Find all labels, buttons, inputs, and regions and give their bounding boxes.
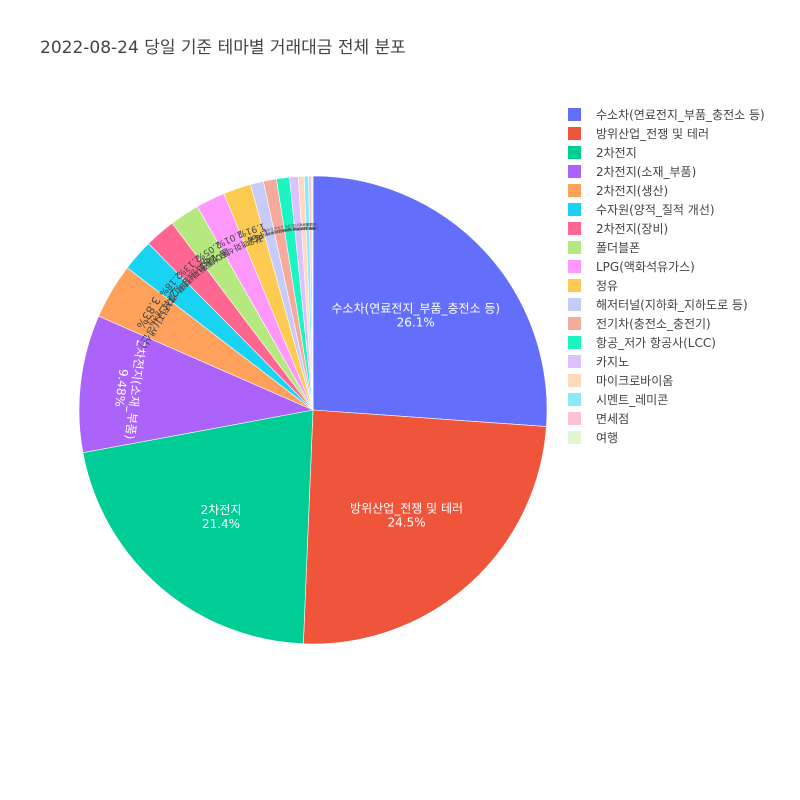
legend-swatch <box>568 355 581 368</box>
legend-label: 여행 <box>596 431 619 445</box>
chart-title: 2022-08-24 당일 기준 테마별 거래대금 전체 분포 <box>40 38 406 58</box>
legend-label: 정유 <box>596 279 619 293</box>
legend-label: 수소차(연료전지_부품_충전소 등) <box>596 108 765 122</box>
legend-label: 방위산업_전쟁 및 테러 <box>596 127 709 141</box>
legend-swatch <box>568 127 581 140</box>
legend-swatch <box>568 260 581 273</box>
legend-swatch <box>568 412 581 425</box>
legend-item[interactable]: 항공_저가 항공사(LCC) <box>568 333 765 352</box>
pie-slice[interactable] <box>78 315 315 454</box>
legend-item[interactable]: 방위산업_전쟁 및 테러 <box>568 124 765 143</box>
legend-item[interactable]: 시멘트_레미콘 <box>568 390 765 409</box>
legend-item[interactable]: 면세점 <box>568 409 765 428</box>
legend-swatch <box>568 393 581 406</box>
legend-label: 카지노 <box>596 355 630 369</box>
legend-item[interactable]: 해저터널(지하화_지하도로 등) <box>568 295 765 314</box>
slice-label: 방위산업_전쟁 및 테러 24.5% <box>350 502 463 530</box>
legend-label: 해저터널(지하화_지하도로 등) <box>596 298 748 312</box>
legend-item[interactable]: 정유 <box>568 276 765 295</box>
legend-swatch <box>568 279 581 292</box>
legend-label: 시멘트_레미콘 <box>596 393 669 407</box>
legend-swatch <box>568 374 581 387</box>
legend-label: 폴더블폰 <box>596 241 641 255</box>
legend-item[interactable]: 2차전지(장비) <box>568 219 765 238</box>
slice-label: 마이크로바이옴0.4% <box>292 222 316 232</box>
legend-label: 면세점 <box>596 412 630 426</box>
legend-swatch <box>568 298 581 311</box>
slice-label: 면세점0.2% <box>306 222 316 231</box>
legend-swatch <box>568 336 581 349</box>
legend-item[interactable]: 카지노 <box>568 352 765 371</box>
legend-label: 2차전지(소재_부품) <box>596 165 697 179</box>
legend-swatch <box>568 165 581 178</box>
legend-label: 2차전지 <box>596 146 637 160</box>
legend-swatch <box>568 184 581 197</box>
slice-label: 2차전지 21.4% <box>201 503 242 531</box>
legend-swatch <box>568 431 581 444</box>
pie-slice[interactable] <box>303 409 547 645</box>
legend-label: 항공_저가 항공사(LCC) <box>596 336 716 350</box>
legend-item[interactable]: LPG(액화석유가스) <box>568 257 765 276</box>
legend-item[interactable]: 수자원(양적_질적 개선) <box>568 200 765 219</box>
legend-item[interactable]: 2차전지 <box>568 143 765 162</box>
legend: 수소차(연료전지_부품_충전소 등) 방위산업_전쟁 및 테러 2차전지 2차전지(소… <box>568 105 765 447</box>
legend-label: LPG(액화석유가스) <box>596 260 695 274</box>
legend-label: 수자원(양적_질적 개선) <box>596 203 715 217</box>
legend-swatch <box>568 203 581 216</box>
legend-label: 2차전지(장비) <box>596 222 669 236</box>
legend-label: 2차전지(생산) <box>596 184 669 198</box>
legend-swatch <box>568 108 581 121</box>
slice-label: 수소차(연료전지_부품_충전소 등) 26.1% <box>331 301 500 329</box>
legend-item[interactable]: 폴더블폰 <box>568 238 765 257</box>
slice-label: 카지노0.6% <box>292 222 303 232</box>
legend-item[interactable]: 마이크로바이옴 <box>568 371 765 390</box>
slice-label: 여행0.1% <box>307 222 317 231</box>
slice-label: 전기차(충전소_충전기)0.9% <box>261 222 296 237</box>
legend-label: 전기차(충전소_충전기) <box>596 317 711 331</box>
legend-item[interactable]: 2차전지(소재_부품) <box>568 162 765 181</box>
legend-swatch <box>568 222 581 235</box>
legend-item[interactable]: 전기차(충전소_충전기) <box>568 314 765 333</box>
pie-slice[interactable] <box>311 175 314 411</box>
legend-swatch <box>568 146 581 159</box>
legend-item[interactable]: 2차전지(생산) <box>568 181 765 200</box>
legend-item[interactable]: 여행 <box>568 428 765 447</box>
legend-swatch <box>568 241 581 254</box>
legend-label: 마이크로바이옴 <box>596 374 674 388</box>
pie-slice[interactable] <box>82 409 314 645</box>
slice-label: 항공_저가 항공사(LCC)0.9% <box>271 221 307 235</box>
pie-slice[interactable] <box>312 175 548 427</box>
pie-slices <box>78 175 548 645</box>
legend-swatch <box>568 317 581 330</box>
slice-label: 시멘트_레미콘0.3% <box>296 222 318 232</box>
legend-item[interactable]: 수소차(연료전지_부품_충전소 등) <box>568 105 765 124</box>
